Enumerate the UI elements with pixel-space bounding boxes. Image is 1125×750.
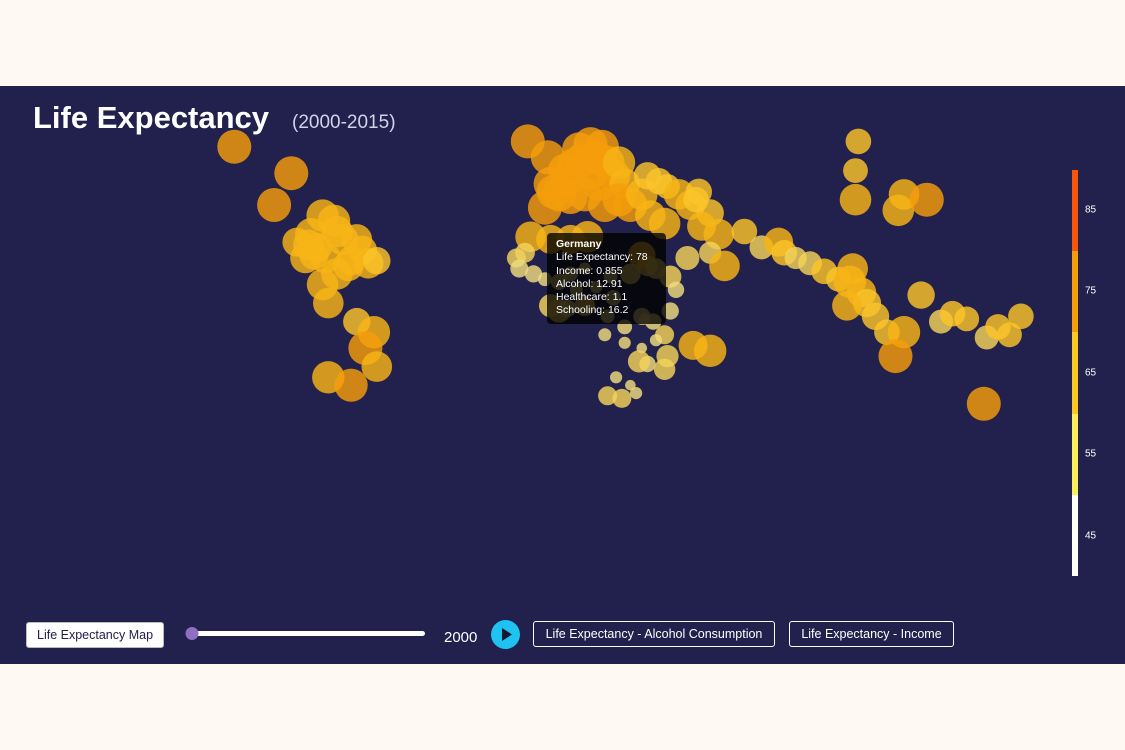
country-bubble[interactable]: [709, 250, 740, 282]
income-button[interactable]: Life Expectancy - Income: [789, 621, 954, 647]
country-bubble[interactable]: [524, 265, 543, 283]
tooltip-life-expectancy: Life Expectancy: 78: [556, 251, 648, 264]
legend-tick: 45: [1085, 530, 1097, 542]
legend-color-bin: [1072, 332, 1078, 414]
page-title: Life Expectancy: [33, 100, 270, 135]
year-label: 2000: [444, 629, 478, 646]
country-bubble[interactable]: [630, 387, 643, 400]
country-bubble[interactable]: [336, 246, 366, 276]
year-slider-handle[interactable]: [185, 627, 199, 640]
tooltip-alcohol: Alcohol: 12.91: [556, 277, 623, 290]
country-bubble[interactable]: [845, 128, 872, 155]
country-bubble[interactable]: [536, 174, 571, 209]
legend-color-bin: [1072, 494, 1078, 576]
country-bubble[interactable]: [731, 218, 758, 245]
country-bubble[interactable]: [299, 240, 329, 270]
legend-color-bin: [1072, 170, 1078, 252]
play-icon: [502, 628, 512, 641]
country-bubble[interactable]: [882, 194, 915, 227]
map-panel: Life Expectancy (2000-2015) Germany Life…: [0, 86, 1125, 664]
country-bubble[interactable]: [598, 386, 618, 406]
page-subtitle: (2000-2015): [292, 112, 396, 133]
country-bubble[interactable]: [313, 287, 344, 319]
country-bubble[interactable]: [1008, 303, 1034, 330]
country-bubble[interactable]: [598, 328, 612, 342]
country-bubble[interactable]: [217, 129, 252, 164]
country-bubble[interactable]: [661, 302, 679, 320]
country-bubble[interactable]: [954, 306, 980, 332]
country-bubble[interactable]: [839, 183, 872, 216]
color-legend-bar: [1072, 170, 1078, 576]
country-bubble[interactable]: [648, 207, 681, 240]
country-bubble[interactable]: [909, 182, 944, 217]
year-slider[interactable]: [185, 627, 425, 640]
legend-tick: 55: [1085, 448, 1097, 460]
country-bubble[interactable]: [667, 281, 685, 298]
country-bubble[interactable]: [997, 322, 1022, 348]
legend-tick: 65: [1085, 367, 1097, 379]
country-bubble[interactable]: [612, 388, 632, 408]
tooltip-healthcare: Healthcare: 1.1: [556, 291, 628, 304]
country-bubble[interactable]: [274, 156, 309, 191]
country-bubble[interactable]: [649, 334, 663, 347]
legend-tick: 85: [1085, 204, 1097, 216]
country-bubble[interactable]: [966, 386, 1001, 421]
country-bubble[interactable]: [653, 358, 676, 380]
country-tooltip: Germany Life Expectancy: 78 Income: 0.85…: [547, 233, 666, 324]
country-bubble[interactable]: [334, 368, 368, 402]
tooltip-schooling: Schooling: 16.2: [556, 304, 629, 317]
country-bubble[interactable]: [257, 188, 292, 222]
country-bubble[interactable]: [361, 351, 393, 382]
bubble-map[interactable]: [0, 86, 1125, 664]
country-bubble[interactable]: [618, 336, 631, 349]
play-button[interactable]: [491, 620, 520, 649]
country-bubble[interactable]: [878, 339, 913, 374]
country-bubble[interactable]: [510, 259, 529, 278]
country-bubble[interactable]: [832, 290, 862, 321]
country-bubble[interactable]: [627, 350, 651, 373]
country-bubble[interactable]: [907, 281, 935, 309]
alcohol-consumption-button[interactable]: Life Expectancy - Alcohol Consumption: [533, 621, 775, 647]
tooltip-country-name: Germany: [556, 238, 602, 250]
legend-color-bin: [1072, 251, 1078, 333]
tooltip-income: Income: 0.855: [556, 264, 623, 277]
legend-color-bin: [1072, 413, 1078, 495]
life-expectancy-map-button[interactable]: Life Expectancy Map: [26, 622, 164, 648]
country-bubble[interactable]: [363, 247, 391, 275]
country-bubble[interactable]: [843, 158, 868, 183]
country-bubble[interactable]: [675, 246, 700, 270]
legend-tick: 75: [1085, 285, 1097, 297]
country-bubble[interactable]: [694, 334, 727, 367]
country-bubble[interactable]: [610, 371, 623, 384]
